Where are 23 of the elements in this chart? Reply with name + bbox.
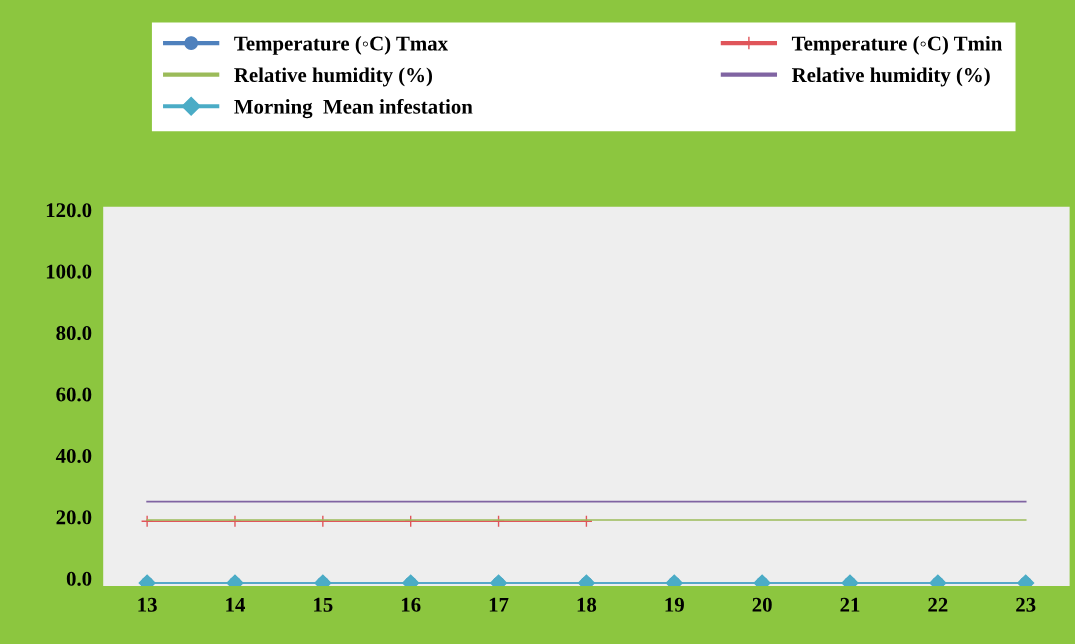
x-tick-label: 20 xyxy=(752,597,772,612)
y-tick-label: 80.0 xyxy=(56,326,92,341)
legend-label: Relative humidity (%) xyxy=(234,67,433,87)
x-tick-label: 13 xyxy=(138,597,157,612)
x-tick-label: 23 xyxy=(1016,597,1036,612)
y-tick-label: 0.0 xyxy=(66,571,92,586)
legend-label: Temperature (◦C) Tmin xyxy=(791,35,1003,55)
y-tick-label: 40.0 xyxy=(55,448,92,464)
x-tick-label: 14 xyxy=(226,597,246,612)
x-tick-label: 21 xyxy=(840,597,860,612)
x-tick-label: 18 xyxy=(577,597,597,612)
x-tick-label: 15 xyxy=(314,597,333,612)
y-tick-label: 20.0 xyxy=(56,510,92,525)
legend-label: Relative humidity (%) xyxy=(791,67,990,87)
y-tick-label: 100.0 xyxy=(46,264,92,279)
y-tick-label: 120.0 xyxy=(46,203,92,218)
x-tick-label: 19 xyxy=(665,597,684,612)
y-tick-label: 60.0 xyxy=(56,387,92,402)
legend-label: Morning Mean infestation xyxy=(234,98,473,119)
x-tick-label: 16 xyxy=(401,597,421,612)
x-tick-label: 22 xyxy=(928,597,948,612)
legend-label: Temperature (◦C) Tmax xyxy=(234,35,448,55)
x-tick-label: 17 xyxy=(489,597,509,612)
